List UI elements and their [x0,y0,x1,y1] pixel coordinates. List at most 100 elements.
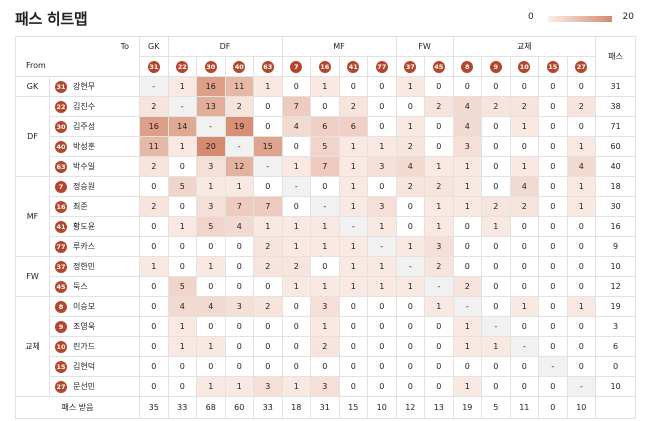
heatmap-cell: 0 [509,276,540,297]
player-name: 린가드 [73,342,96,351]
row-total-cell: 3 [595,316,637,337]
heatmap-cell: 1 [395,116,426,137]
heatmap-row: 41 황도윤 0 1 5 4 1 1 1-1 0 1 0 1 0 0 0 16 [16,216,637,237]
player-name: 황도윤 [73,222,96,231]
row-total-cell: 16 [595,216,637,237]
heatmap-cell: 1 [338,156,369,177]
row-group-label: 교체 [15,296,50,397]
received-total-cell: 18 [281,396,312,419]
heatmap-cell: 0 [538,376,568,397]
heatmap-cell: 0 [481,376,511,397]
heatmap-cell: 1 [367,216,397,237]
heatmap-cell: 1 [139,256,169,277]
heatmap-row: MF 7 정승원 0 5 1 1 0-0 1 0 2 2 1 0 4 0 1 18 [15,176,637,257]
player-number-badge: 16 [318,60,331,73]
col-header-player: 31 [139,56,169,77]
heatmap-cell: 0 [452,356,483,377]
heatmap-cell: 5 [167,276,197,297]
heatmap-cell: 0 [367,316,397,337]
heatmap-cell: 1 [310,316,340,337]
row-player: 7 정승원 [49,176,140,197]
heatmap-cell: 0 [281,76,312,97]
row-player: 40 박성훈 [49,136,140,157]
heatmap-cell: 20 [196,136,226,157]
heatmap-row: DF 22 김진수 2-13 2 0 7 0 2 0 0 2 4 2 2 0 2 38 [15,96,637,177]
heatmap-cell: 1 [452,336,483,357]
heatmap-cell: 0 [395,196,426,217]
row-total-cell: 9 [595,236,637,257]
heatmap-cell: 2 [253,236,283,257]
heatmap-cell: 0 [509,216,540,237]
received-total-cell: 0 [538,396,568,419]
heatmap-cell: 0 [139,216,169,237]
player-name: 최준 [73,202,88,211]
row-total-cell: 6 [595,336,637,357]
heatmap-cell: 1 [281,276,312,297]
color-legend: 0 20 [528,12,634,26]
heatmap-cell: 0 [566,316,597,337]
heatmap-cell: 4 [196,296,226,317]
row-total-cell: 31 [595,76,637,97]
footer-empty-cell [595,396,637,419]
heatmap-cell: 14 [167,116,197,137]
heatmap-cell: 4 [509,176,540,197]
col-header-player: 37 [395,56,426,77]
heatmap-cell: 0 [509,136,540,157]
player-number-badge: 9 [55,320,67,333]
heatmap-cell: 0 [338,376,369,397]
legend-max-label: 20 [622,12,634,22]
heatmap-cell: 0 [424,336,454,357]
heatmap-cell: 4 [452,96,483,117]
heatmap-cell: 0 [281,356,312,377]
heatmap-cell: 0 [395,296,426,317]
heatmap-cell: 1 [167,76,197,97]
heatmap-cell: 0 [509,76,540,97]
heatmap-cell: 0 [481,136,511,157]
row-player: 37 정한민 [49,256,140,277]
heatmap-cell: 2 [139,96,169,117]
heatmap-cell: 0 [139,236,169,257]
heatmap-row: 15 김현덕 0 0 0 0 0 0 0 0 0 0 0 0 0 0-0 0 [16,356,637,377]
col-header-player: 41 [338,56,369,77]
heatmap-cell: 5 [196,216,226,237]
row-total-cell: 10 [595,376,637,397]
self-pass-cell: - [481,316,511,337]
heatmap-cell: 2 [452,276,483,297]
self-pass-cell: - [281,176,312,197]
player-number-badge: 7 [55,180,67,193]
pass-heatmap-table: To From GK DF MF FW 교체 패스 31 22 30 40 63 7 16 41 77 37… [15,36,637,419]
heatmap-cell: 0 [538,176,568,197]
player-number-badge: 41 [347,60,360,73]
heatmap-cell: 0 [566,356,597,377]
heatmap-cell: 0 [538,276,568,297]
player-number-badge: 7 [290,60,303,73]
player-number-badge: 37 [55,260,67,273]
heatmap-cell: 0 [566,216,597,237]
heatmap-cell: 1 [509,296,540,317]
heatmap-cell: 1 [566,196,597,217]
received-total-cell: 33 [167,396,197,419]
heatmap-cell: 1 [395,236,426,257]
heatmap-cell: 0 [253,316,283,337]
heatmap-cell: 2 [139,156,169,177]
heatmap-cell: 0 [452,216,483,237]
heatmap-cell: 1 [367,136,397,157]
heatmap-cell: 2 [395,176,426,197]
self-pass-cell: - [310,196,340,217]
player-name: 박수일 [73,162,96,171]
row-player: 63 박수일 [49,156,140,177]
heatmap-cell: 0 [566,76,597,97]
player-name: 루카스 [73,242,96,251]
received-total-cell: 15 [338,396,369,419]
self-pass-cell: - [452,296,483,317]
player-name: 조영욱 [73,322,96,331]
player-name: 정승원 [73,182,96,191]
heatmap-cell: 0 [566,116,597,137]
heatmap-cell: 4 [395,156,426,177]
received-total-label: 패스 받음 [15,396,140,419]
heatmap-cell: 2 [338,96,369,117]
heatmap-cell: 0 [566,256,597,277]
heatmap-cell: 0 [509,356,540,377]
player-number-badge: 22 [176,60,189,73]
player-number-badge: 45 [432,60,445,73]
